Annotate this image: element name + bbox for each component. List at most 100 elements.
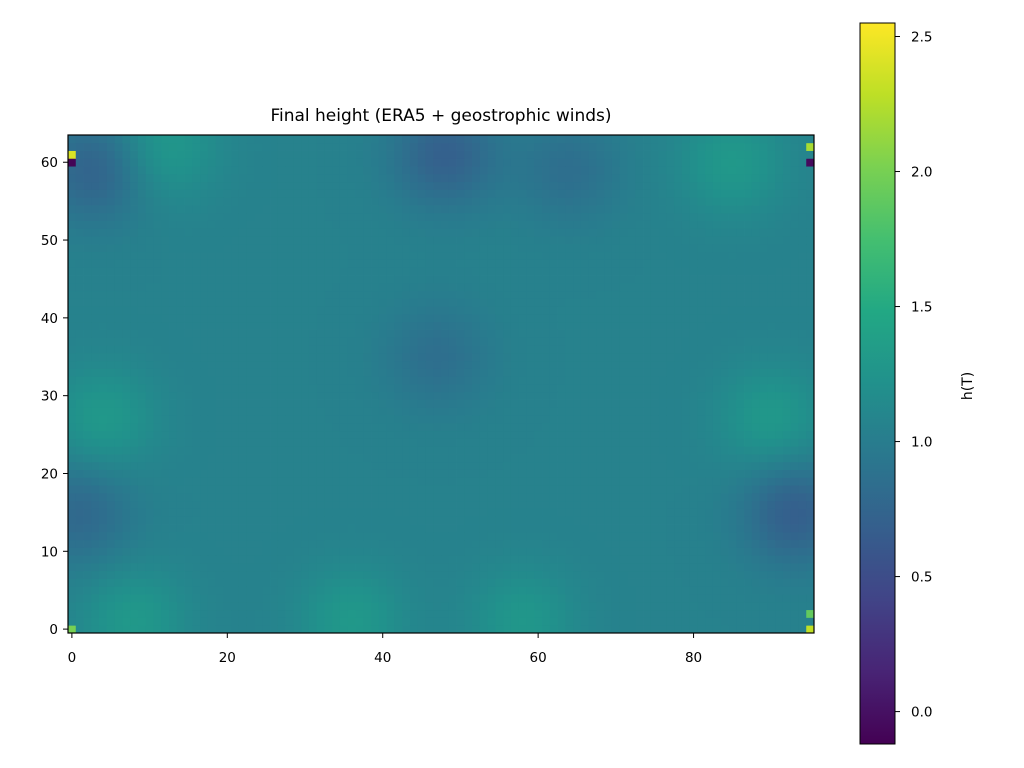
heatmap-cell xyxy=(402,454,411,463)
heatmap-cell xyxy=(798,454,807,463)
heatmap-cell xyxy=(231,282,240,292)
heatmap-cell xyxy=(324,282,333,292)
heatmap-cell xyxy=(293,508,302,517)
heatmap-cell xyxy=(542,524,551,533)
heatmap-cell xyxy=(549,384,558,393)
heatmap-cell xyxy=(83,236,92,245)
heatmap-cell xyxy=(456,531,465,541)
heatmap-cell xyxy=(472,321,481,330)
heatmap-cell xyxy=(371,345,380,354)
heatmap-cell xyxy=(161,617,170,626)
heatmap-cell xyxy=(68,243,77,253)
heatmap-cell xyxy=(790,329,799,338)
heatmap-cell xyxy=(192,251,201,260)
heatmap-cell xyxy=(798,469,807,478)
heatmap-cell xyxy=(518,415,527,424)
heatmap-cell xyxy=(728,384,737,393)
heatmap-cell xyxy=(549,228,558,237)
heatmap-cell xyxy=(246,384,255,393)
heatmap-cell xyxy=(161,438,170,447)
heatmap-cell xyxy=(262,477,271,486)
heatmap-cell xyxy=(689,251,698,260)
heatmap-cell xyxy=(674,236,683,245)
heatmap-cell xyxy=(371,329,380,338)
heatmap-cell xyxy=(557,625,566,634)
heatmap-cell xyxy=(238,360,248,369)
heatmap-cell xyxy=(207,617,217,626)
heatmap-cell xyxy=(487,477,496,486)
heatmap-cell xyxy=(619,259,628,268)
heatmap-cell xyxy=(542,391,551,400)
heatmap-cell xyxy=(588,562,597,572)
heatmap-cell xyxy=(495,243,504,253)
heatmap-cell xyxy=(510,391,520,400)
heatmap-cell xyxy=(378,345,387,354)
heatmap-cell xyxy=(270,376,279,385)
heatmap-cell xyxy=(200,306,209,315)
heatmap-cell xyxy=(68,601,77,611)
heatmap-cell xyxy=(99,267,108,276)
heatmap-cell xyxy=(472,329,481,338)
heatmap-cell xyxy=(441,516,450,525)
heatmap-cell xyxy=(301,586,310,595)
heatmap-cell xyxy=(534,531,543,541)
heatmap-cell xyxy=(627,329,636,338)
heatmap-cell xyxy=(619,313,628,323)
heatmap-cell xyxy=(316,329,325,338)
heatmap-cell xyxy=(604,275,613,284)
heatmap-cell xyxy=(611,407,621,416)
heatmap-cell xyxy=(137,345,147,354)
heatmap-cell xyxy=(169,516,178,525)
heatmap-cell xyxy=(448,275,457,284)
heatmap-cell xyxy=(557,430,566,439)
heatmap-cell xyxy=(246,570,255,579)
heatmap-cell xyxy=(231,516,240,525)
heatmap-cell xyxy=(720,298,729,307)
heatmap-cell xyxy=(207,415,217,424)
heatmap-cell xyxy=(270,454,279,463)
heatmap-cell xyxy=(767,298,776,307)
heatmap-cell xyxy=(441,508,450,517)
heatmap-cell xyxy=(674,586,683,595)
heatmap-cell xyxy=(386,578,395,587)
heatmap-cell xyxy=(106,562,116,572)
heatmap-cell xyxy=(91,524,100,533)
heatmap-cell xyxy=(425,516,434,525)
heatmap-cell xyxy=(425,267,434,276)
heatmap-cell xyxy=(751,290,760,299)
heatmap-cell xyxy=(674,345,683,354)
heatmap-cell xyxy=(549,570,558,579)
heatmap-cell xyxy=(604,547,613,556)
heatmap-cell xyxy=(316,617,325,626)
heatmap-cell xyxy=(744,609,753,618)
heatmap-cell xyxy=(301,601,310,611)
heatmap-cell xyxy=(751,384,760,393)
heatmap-cell xyxy=(518,329,527,338)
heatmap-cell xyxy=(386,415,395,424)
heatmap-cell xyxy=(518,547,527,556)
heatmap-cell xyxy=(122,625,131,634)
heatmap-cell xyxy=(301,547,310,556)
heatmap-cell xyxy=(153,236,162,245)
heatmap-cell xyxy=(184,492,193,502)
heatmap-cell xyxy=(712,547,722,556)
heatmap-cell xyxy=(790,228,799,237)
heatmap-cell xyxy=(270,446,279,455)
heatmap-cell xyxy=(759,321,768,330)
heatmap-cell xyxy=(751,337,760,346)
heatmap-cell xyxy=(510,555,520,564)
heatmap-cell xyxy=(643,391,652,400)
heatmap-cell xyxy=(137,469,147,478)
heatmap-cell xyxy=(705,415,714,424)
heatmap-cell xyxy=(518,384,527,393)
heatmap-cell xyxy=(798,617,807,626)
heatmap-cell xyxy=(596,570,605,579)
heatmap-cell xyxy=(270,251,279,260)
heatmap-cell xyxy=(192,454,201,463)
heatmap-cell xyxy=(277,594,286,603)
heatmap-cell xyxy=(324,329,333,338)
heatmap-cell xyxy=(371,492,380,502)
heatmap-cell xyxy=(806,586,815,595)
heatmap-cell xyxy=(464,438,473,447)
heatmap-cell xyxy=(99,391,108,400)
